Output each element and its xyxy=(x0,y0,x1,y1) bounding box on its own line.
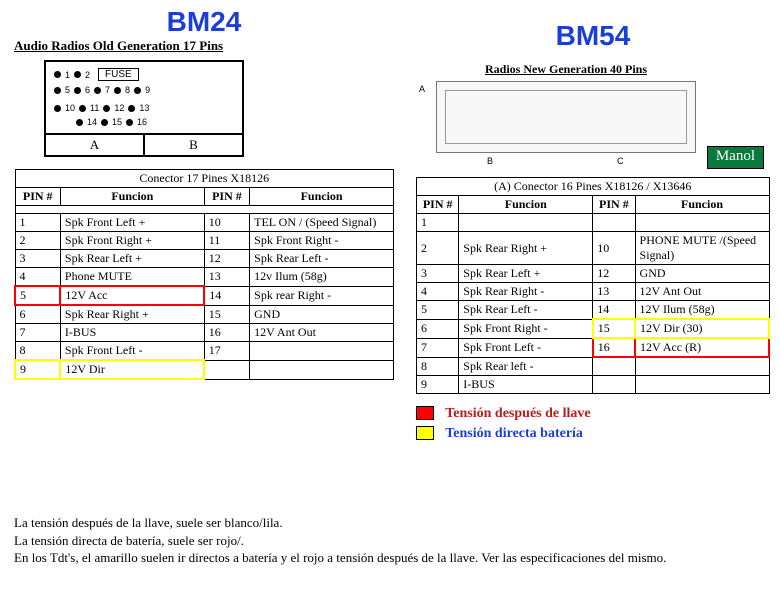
table-row: 2Spk Front Right +11Spk Front Right - xyxy=(15,232,394,250)
connector-diagram-17pin: 1 2 FUSE 5 6 7 8 9 10 11 12 13 14 15 16 xyxy=(44,60,244,135)
legend-yellow-swatch xyxy=(416,426,434,440)
fuse-label: FUSE xyxy=(98,68,139,81)
left-pin-table: Conector 17 Pines X18126 PIN # Funcion P… xyxy=(14,169,394,380)
table-row: 3Spk Rear Left +12Spk Rear Left - xyxy=(15,250,394,268)
bm24-title: BM24 xyxy=(14,6,394,38)
right-pin-table: (A) Conector 16 Pines X18126 / X13646 PI… xyxy=(416,177,770,394)
table-row: 912V Dir xyxy=(15,360,394,379)
table-row: 9I-BUS xyxy=(417,375,770,393)
table-row: 7Spk Front Left -1612V Acc (R) xyxy=(417,338,770,357)
table-row: 7I-BUS1612V Ant Out xyxy=(15,324,394,342)
table-row: 4Spk Rear Right -1312V Ant Out xyxy=(417,283,770,301)
bm54-title: BM54 xyxy=(416,20,770,52)
left-table-caption: Conector 17 Pines X18126 xyxy=(15,170,394,188)
table-row: 6Spk Front Right -1512V Dir (30) xyxy=(417,319,770,338)
table-row: 8Spk Front Left -17 xyxy=(15,342,394,361)
left-header: Audio Radios Old Generation 17 Pins xyxy=(14,38,394,54)
table-row: 2Spk Rear Right +10PHONE MUTE /(Speed Si… xyxy=(417,232,770,265)
ab-row: A B xyxy=(44,135,244,157)
legend: Tensión después de llave Tensión directa… xyxy=(416,406,770,442)
right-table-caption: (A) Conector 16 Pines X18126 / X13646 xyxy=(417,178,770,196)
manol-badge: Manol xyxy=(707,146,764,169)
table-row: 1 xyxy=(417,214,770,232)
legend-red-label: Tensión después de llave xyxy=(445,406,590,421)
footer-notes: La tensión después de la llave, suele se… xyxy=(14,514,764,567)
right-column: BM54 Radios New Generation 40 Pins A B C… xyxy=(416,6,770,446)
table-row: 8Spk Rear left - xyxy=(417,357,770,375)
legend-yellow-label: Tensión directa batería xyxy=(445,426,583,441)
left-column: BM24 Audio Radios Old Generation 17 Pins… xyxy=(14,6,394,380)
table-row: 4Phone MUTE1312v Ilum (58g) xyxy=(15,268,394,287)
table-row: 5Spk Rear Left -1412V Ilum (58g) xyxy=(417,301,770,320)
connector-diagram-40pin: Radios New Generation 40 Pins A B C xyxy=(436,62,696,153)
table-row: 512V Acc14Spk rear Right - xyxy=(15,286,394,305)
table-row: 1Spk Front Left +10TEL ON / (Speed Signa… xyxy=(15,214,394,232)
legend-red-swatch xyxy=(416,406,434,420)
table-row: 3Spk Rear Left +12GND xyxy=(417,265,770,283)
table-row: 6Spk Rear Right +15GND xyxy=(15,305,394,324)
